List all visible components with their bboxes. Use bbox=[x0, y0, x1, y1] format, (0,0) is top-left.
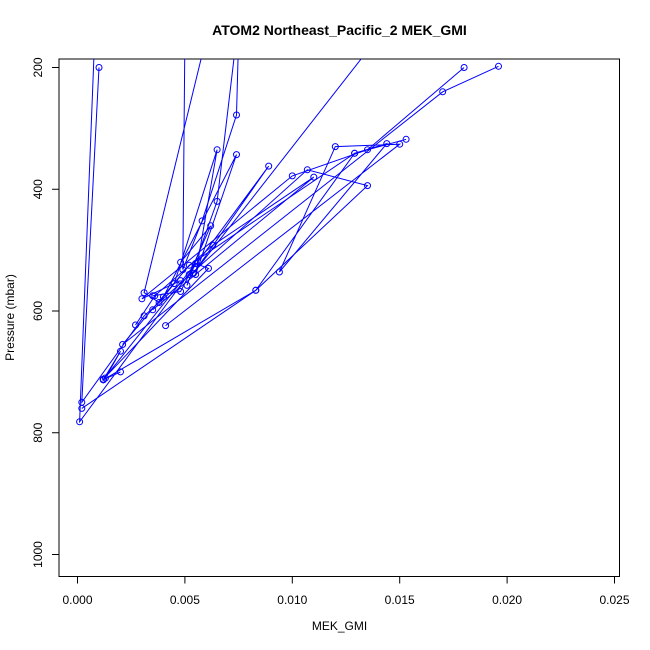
y-tick-label: 600 bbox=[31, 301, 45, 321]
data-point bbox=[151, 292, 159, 300]
data-point bbox=[460, 64, 468, 71]
data-point bbox=[177, 277, 185, 285]
x-tick-label: 0.005 bbox=[170, 593, 200, 607]
series-line bbox=[102, 262, 210, 381]
data-point bbox=[233, 151, 240, 159]
data-point bbox=[310, 173, 318, 181]
series-11 bbox=[132, 173, 318, 329]
series-12 bbox=[99, 260, 212, 384]
data-point bbox=[99, 376, 107, 384]
x-axis-label: MEK_GMI bbox=[312, 619, 367, 633]
data-point bbox=[252, 286, 260, 294]
series-5 bbox=[78, 64, 371, 406]
series-8 bbox=[78, 140, 404, 412]
y-tick-label: 400 bbox=[31, 179, 45, 199]
data-point bbox=[192, 260, 200, 267]
series-line bbox=[79, 59, 362, 424]
y-tick-label: 200 bbox=[31, 57, 45, 77]
data-point bbox=[205, 264, 212, 272]
x-tick-label: 0.010 bbox=[277, 593, 307, 607]
x-tick-label: 0.025 bbox=[599, 593, 629, 607]
data-point bbox=[177, 258, 185, 266]
data-point bbox=[177, 288, 185, 295]
data-point bbox=[439, 88, 447, 96]
series-line bbox=[81, 142, 402, 409]
series-layer bbox=[76, 59, 502, 426]
data-point bbox=[396, 140, 404, 148]
x-axis: 0.000 0.005 0.010 0.015 0.020 0.025 bbox=[62, 576, 630, 607]
data-point bbox=[119, 341, 127, 348]
data-point bbox=[288, 172, 296, 180]
series-line bbox=[135, 176, 315, 326]
data-point bbox=[162, 322, 170, 330]
data-point bbox=[207, 222, 215, 230]
data-point bbox=[76, 418, 84, 426]
series-line bbox=[81, 67, 369, 404]
data-point bbox=[402, 135, 410, 143]
data-point bbox=[170, 280, 178, 288]
data-point bbox=[149, 306, 157, 314]
series-6 bbox=[119, 62, 502, 348]
data-point bbox=[275, 268, 283, 276]
series-line bbox=[152, 225, 212, 297]
data-point bbox=[209, 241, 217, 249]
x-tick-label: 0.015 bbox=[385, 593, 415, 607]
y-tick-label: 1000 bbox=[31, 541, 45, 568]
data-point bbox=[364, 182, 371, 190]
series-4 bbox=[76, 59, 362, 426]
data-point bbox=[138, 295, 146, 303]
data-point bbox=[331, 143, 339, 151]
x-tick-label: 0.000 bbox=[62, 593, 92, 607]
data-point bbox=[495, 62, 502, 70]
y-axis-label: Pressure (mbar) bbox=[3, 274, 17, 361]
data-point bbox=[233, 111, 240, 119]
data-point bbox=[117, 368, 124, 376]
data-point bbox=[364, 146, 371, 154]
y-axis: 200 400 600 800 1000 bbox=[31, 57, 60, 568]
series-line bbox=[102, 350, 121, 381]
data-point bbox=[213, 146, 221, 154]
data-point bbox=[383, 140, 391, 148]
series-line bbox=[122, 65, 499, 345]
data-point bbox=[140, 289, 148, 297]
x-tick-label: 0.020 bbox=[492, 593, 522, 607]
series-line bbox=[182, 59, 239, 270]
data-point bbox=[185, 261, 193, 269]
chart-title: ATOM2 Northeast_Pacific_2 MEK_GMI bbox=[212, 22, 467, 38]
data-point bbox=[117, 347, 124, 355]
series-10 bbox=[149, 222, 215, 300]
data-point bbox=[132, 321, 139, 329]
data-point bbox=[265, 162, 273, 170]
y-tick-label: 800 bbox=[31, 422, 45, 442]
data-point bbox=[95, 64, 103, 71]
data-point bbox=[78, 404, 86, 412]
